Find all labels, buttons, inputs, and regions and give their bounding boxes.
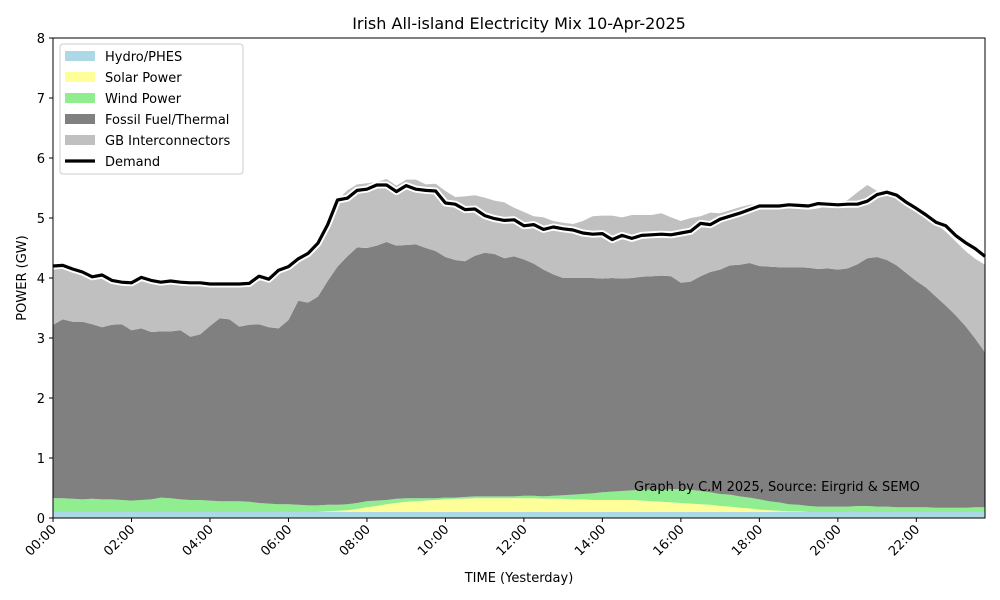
x-axis: 00:00 02:00 04:00 06:00 08:00 10:00 12:00 14:00… xyxy=(23,518,923,559)
y-tick-label: 8 xyxy=(37,32,45,47)
legend-label: Fossil Fuel/Thermal xyxy=(105,113,229,128)
x-tick-label: 18:00 xyxy=(729,522,766,559)
legend-swatch xyxy=(65,114,95,124)
chart-title: Irish All-island Electricity Mix 10-Apr-… xyxy=(352,14,686,33)
legend-swatch xyxy=(65,135,95,145)
y-tick-label: 4 xyxy=(37,272,45,287)
x-tick-label: 00:00 xyxy=(23,522,60,559)
x-tick-label: 22:00 xyxy=(886,522,923,559)
x-tick-label: 02:00 xyxy=(101,522,138,559)
x-tick-label: 14:00 xyxy=(572,522,609,559)
y-tick-label: 0 xyxy=(37,512,45,527)
legend-swatch xyxy=(65,93,95,103)
area-hydro-phes xyxy=(53,512,985,518)
legend-box xyxy=(59,43,244,175)
legend-swatch xyxy=(65,72,95,82)
x-tick-label: 16:00 xyxy=(651,522,688,559)
area-gb-interconnectors xyxy=(53,179,985,353)
x-tick-label: 08:00 xyxy=(337,522,374,559)
legend-label: Demand xyxy=(105,155,160,170)
x-tick-label: 10:00 xyxy=(415,522,452,559)
y-axis-label: POWER (GW) xyxy=(15,235,30,320)
area-solar-power xyxy=(53,498,985,512)
y-tick-label: 3 xyxy=(37,332,45,347)
y-tick-label: 1 xyxy=(37,452,45,467)
y-tick-label: 6 xyxy=(37,152,45,167)
y-tick-label: 7 xyxy=(37,92,45,107)
legend-label: GB Interconnectors xyxy=(105,134,230,149)
area-fossil-fuel-thermal xyxy=(53,242,985,508)
source-annotation: Graph by C.M 2025, Source: Eirgrid & SEM… xyxy=(634,480,920,495)
x-axis-label: TIME (Yesterday) xyxy=(464,571,574,586)
y-tick-label: 2 xyxy=(37,392,45,407)
legend-label: Wind Power xyxy=(105,92,182,107)
x-tick-label: 20:00 xyxy=(808,522,845,559)
demand-line xyxy=(52,183,986,286)
legend-label: Solar Power xyxy=(105,71,182,86)
legend: Hydro/PHES Solar Power Wind Power Fossil Fu… xyxy=(59,43,244,175)
stacked-areas xyxy=(53,179,985,518)
legend-label: Hydro/PHES xyxy=(105,50,182,65)
y-axis: 0 1 2 3 4 5 6 7 8 xyxy=(37,32,53,527)
legend-swatch xyxy=(65,51,95,61)
area-wind-power xyxy=(53,489,985,512)
demand-line-group xyxy=(52,181,988,288)
x-tick-label: 12:00 xyxy=(494,522,531,559)
x-tick-label: 06:00 xyxy=(258,522,295,559)
x-tick-label: 04:00 xyxy=(180,522,217,559)
y-tick-label: 5 xyxy=(37,212,45,227)
